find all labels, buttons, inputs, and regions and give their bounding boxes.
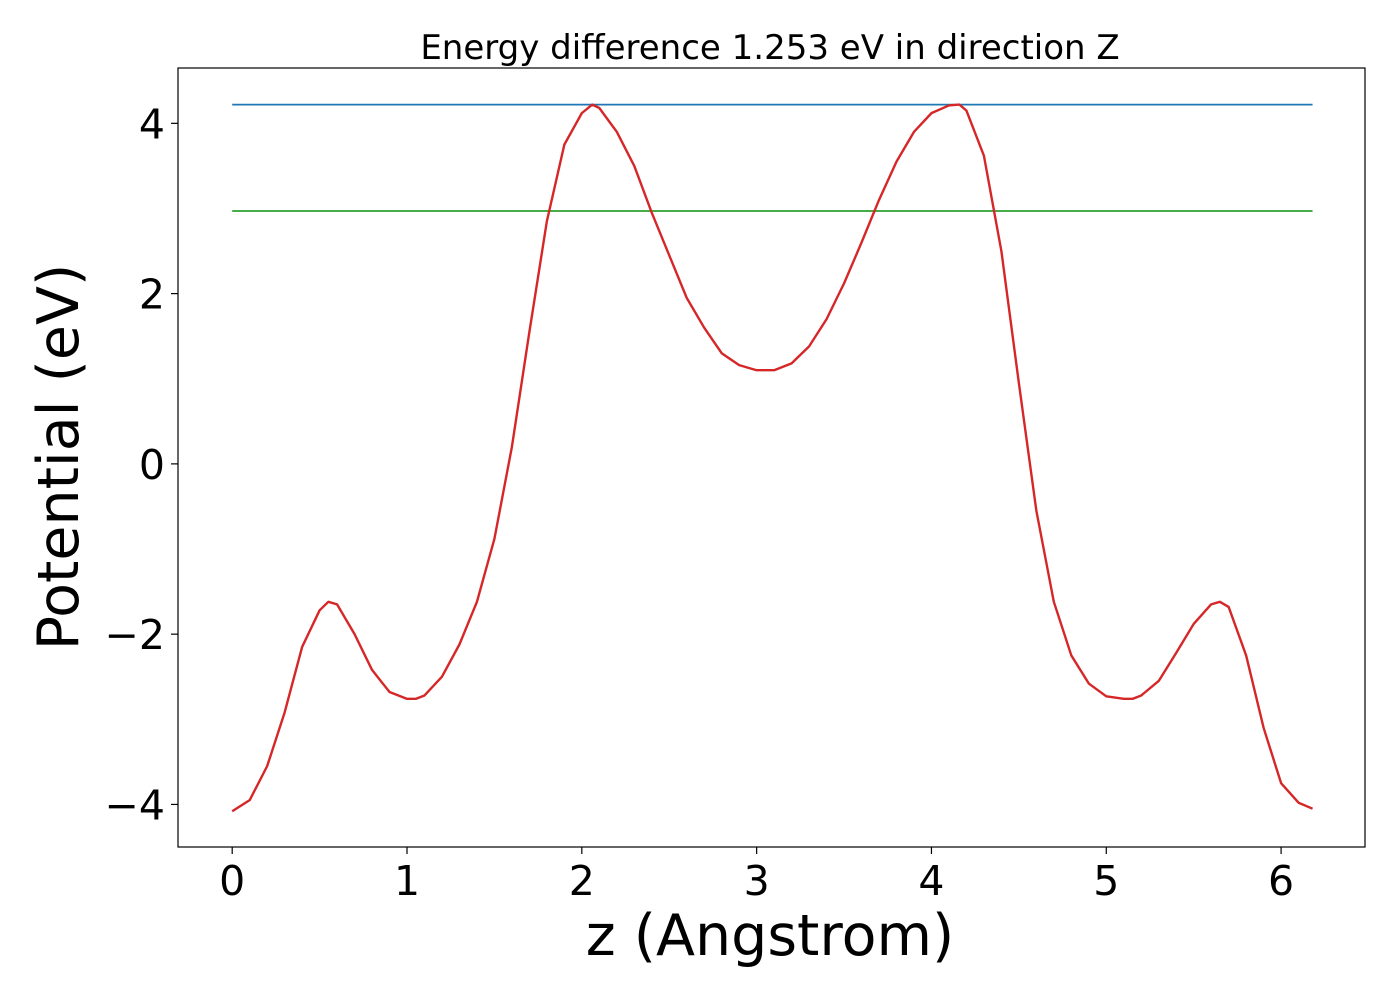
x-axis-title: z (Angstrom) xyxy=(586,903,954,969)
x-tick-label: 0 xyxy=(219,857,245,905)
y-axis-ticks: −4 −2 0 2 4 xyxy=(105,100,178,829)
plot-area-frame xyxy=(177,67,1366,848)
x-tick-label: 2 xyxy=(569,857,595,905)
potential-line xyxy=(231,103,1314,813)
y-tick-label: 2 xyxy=(139,271,165,319)
y-tick-label: 0 xyxy=(139,441,165,489)
series-layer xyxy=(231,103,1314,813)
chart-title: Energy difference 1.253 eV in direction … xyxy=(420,28,1119,68)
x-tick-label: 3 xyxy=(744,857,770,905)
y-tick-label: 4 xyxy=(139,100,165,148)
y-axis-title: Potential (eV) xyxy=(26,264,92,650)
y-tick-label: −2 xyxy=(105,611,165,659)
x-tick-label: 1 xyxy=(394,857,420,905)
x-axis-ticks: 0 1 2 3 4 5 6 xyxy=(219,847,1294,905)
y-tick-label: −4 xyxy=(105,781,165,829)
x-tick-label: 5 xyxy=(1093,857,1119,905)
x-tick-label: 4 xyxy=(918,857,944,905)
x-tick-label: 6 xyxy=(1268,857,1294,905)
